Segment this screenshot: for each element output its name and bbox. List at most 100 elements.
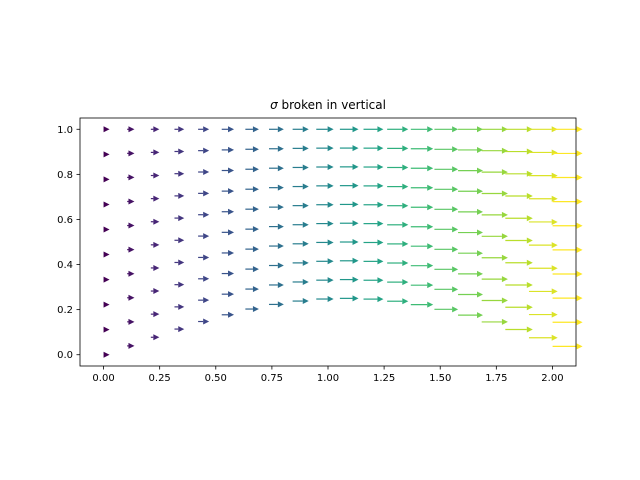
x-tick-label: 1.50	[429, 373, 451, 384]
quiver-arrow-head	[302, 259, 309, 266]
quiver-arrow-head	[501, 147, 508, 154]
quiver-arrow-head	[477, 270, 484, 277]
quiver-arrow-head	[576, 126, 583, 133]
quiver-arrow-head	[452, 206, 459, 213]
quiver-arrow-head	[302, 126, 309, 133]
quiver-arrow-head	[526, 259, 533, 266]
quiver-arrow-head	[452, 126, 459, 133]
x-tick-label: 0.25	[149, 373, 171, 384]
quiver-arrow-head	[327, 277, 334, 284]
quiver-arrow-head	[252, 206, 259, 213]
chart-title-symbol: σ	[270, 98, 278, 112]
quiver-arrow-head	[128, 222, 135, 229]
quiver-arrow-head	[302, 278, 309, 285]
quiver-arrow-head	[501, 190, 508, 197]
quiver-arrow-head	[203, 126, 210, 133]
quiver-arrow-head	[427, 223, 434, 230]
quiver-arrow-head	[427, 184, 434, 191]
quiver-arrow-head	[576, 319, 583, 326]
quiver-arrow-head	[327, 220, 334, 227]
quiver-arrow-head	[452, 146, 459, 153]
quiver-arrow-head	[153, 264, 160, 271]
quiver-arrow-head	[427, 204, 434, 211]
quiver-arrow-head	[252, 126, 259, 133]
quiver-arrow-head	[377, 164, 384, 171]
quiver-arrow-head	[178, 170, 185, 177]
quiver-arrow-head	[228, 208, 235, 215]
quiver-arrow-head	[551, 288, 558, 295]
quiver-arrow-head	[277, 126, 284, 133]
quiver-arrow-head	[228, 167, 235, 174]
quiver-arrow-head	[526, 215, 533, 222]
quiver-arrow-head	[103, 126, 110, 133]
quiver-arrow-head	[128, 294, 135, 301]
quiver-arrow-head	[576, 295, 583, 302]
quiver-arrow-head	[327, 145, 334, 152]
y-tick-label: 0.2	[57, 305, 73, 316]
quiver-arrow-head	[377, 220, 384, 227]
quiver-arrow-head	[203, 297, 210, 304]
quiver-arrow-head	[402, 183, 409, 190]
quiver-arrow-head	[277, 145, 284, 152]
quiver-arrow-head	[277, 281, 284, 288]
quiver-arrow-head	[103, 151, 110, 158]
x-tick-label: 1.75	[485, 373, 507, 384]
quiver-arrow-head	[477, 208, 484, 215]
quiver-arrow-head	[252, 286, 259, 293]
quiver-arrow-head	[302, 164, 309, 171]
quiver-arrow-head	[501, 318, 508, 325]
quiver-arrow-head	[402, 279, 409, 286]
quiver-arrow-head	[153, 218, 160, 225]
quiver-arrow-head	[277, 165, 284, 172]
quiver-arrow-head	[103, 226, 110, 233]
quiver-arrow-head	[551, 242, 558, 249]
quiver-arrow-head	[526, 170, 533, 177]
quiver-arrow-head	[128, 270, 135, 277]
quiver-arrow-head	[377, 296, 384, 303]
quiver-arrow-head	[203, 275, 210, 282]
quiver-arrow-head	[352, 295, 359, 302]
quiver-arrow-head	[377, 126, 384, 133]
quiver-arrow-head	[477, 229, 484, 236]
quiver-arrow-head	[252, 146, 259, 153]
quiver-arrow-head	[277, 243, 284, 250]
quiver-arrow-head	[551, 149, 558, 156]
quiver-arrow-head	[203, 254, 210, 261]
quiver-arrow-head	[178, 281, 185, 288]
quiver-arrow-head	[576, 174, 583, 181]
quiver-arrow-head	[203, 211, 210, 218]
quiver-arrow-head	[178, 326, 185, 333]
quiver-arrow-head	[228, 188, 235, 195]
quiver-arrow-head	[526, 237, 533, 244]
quiver-arrow-head	[352, 220, 359, 227]
quiver-arrow-head	[153, 334, 160, 341]
quiver-arrow-head	[128, 246, 135, 253]
quiver-arrow-head	[228, 126, 235, 133]
quiver-arrow-head	[377, 145, 384, 152]
quiver-arrow-head	[327, 182, 334, 189]
quiver-arrow-head	[103, 301, 110, 308]
quiver-arrow-head	[277, 184, 284, 191]
quiver-arrow-head	[203, 318, 210, 325]
quiver-arrow-head	[352, 239, 359, 246]
quiver-arrow-head	[327, 258, 334, 265]
quiver-arrow-head	[327, 239, 334, 246]
quiver-arrow-head	[228, 146, 235, 153]
quiver-arrow-head	[452, 266, 459, 273]
quiver-arrow-head	[228, 311, 235, 318]
quiver-arrow-head	[178, 215, 185, 222]
quiver-arrow-head	[327, 164, 334, 171]
quiver-arrow-head	[377, 201, 384, 208]
quiver-arrow-head	[452, 186, 459, 193]
quiver-arrow-head	[576, 150, 583, 157]
quiver-arrow-head	[178, 237, 185, 244]
quiver-arrow-head	[427, 165, 434, 172]
quiver-arrow-head	[576, 271, 583, 278]
quiver-arrow-head	[501, 211, 508, 218]
x-tick-label: 1.25	[373, 373, 395, 384]
quiver-arrow-head	[228, 249, 235, 256]
quiver-arrow-head	[228, 229, 235, 236]
quiver-arrow-head	[302, 298, 309, 305]
quiver-arrow-head	[477, 312, 484, 319]
